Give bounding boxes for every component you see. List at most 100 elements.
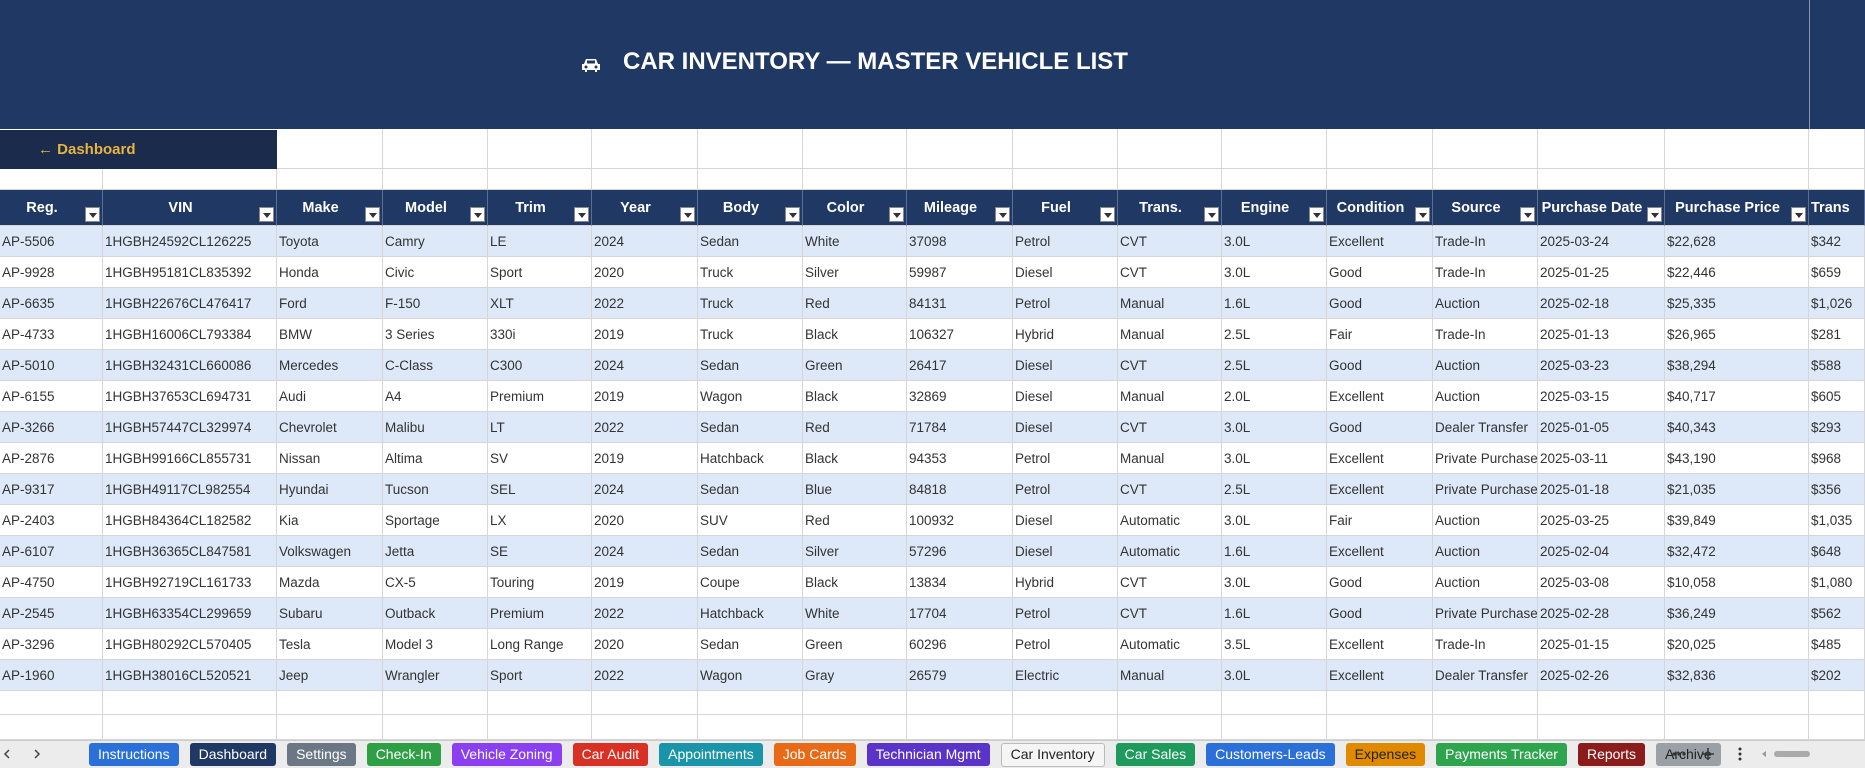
sheet-tab[interactable]: Car Inventory: [1000, 743, 1105, 767]
sheet-tabs-bar: Instructions Dashboard Settings Check-In Veh…: [0, 740, 1865, 768]
cell: SUV: [698, 505, 803, 536]
empty-cell: [698, 715, 803, 740]
empty-cell: [383, 715, 488, 740]
tab-nav-arrows[interactable]: [0, 741, 60, 767]
cell: Good: [1327, 288, 1433, 319]
filter-button[interactable]: [85, 207, 100, 222]
column-header: Purchase Date: [1538, 190, 1665, 226]
dashboard-link[interactable]: ← Dashboard: [0, 130, 277, 169]
cell: Automatic: [1118, 505, 1222, 536]
empty-cell: [277, 691, 383, 715]
cell: $202: [1809, 660, 1865, 691]
sheet-tab[interactable]: Vehicle Zoning: [451, 743, 562, 766]
tab-controls[interactable]: [1665, 741, 1845, 767]
cell: 2025-01-18: [1538, 474, 1665, 505]
cell: A4: [383, 381, 488, 412]
cell: Kia: [277, 505, 383, 536]
filter-button[interactable]: [785, 207, 800, 222]
cell: $562: [1809, 598, 1865, 629]
cell: Chevrolet: [277, 412, 383, 443]
empty-cell: [803, 691, 907, 715]
sheet-tab[interactable]: Payments Tracker: [1436, 743, 1567, 766]
cell: Model 3: [383, 629, 488, 660]
cell: 2025-02-26: [1538, 660, 1665, 691]
filter-button[interactable]: [1415, 207, 1430, 222]
cell: Nissan: [277, 443, 383, 474]
cell: Sedan: [698, 412, 803, 443]
cell: 2019: [592, 443, 698, 474]
sheet-tab[interactable]: Technician Mgmt: [866, 743, 990, 766]
sheet-tab[interactable]: Expenses: [1345, 743, 1426, 766]
cell: 1HGBH16006CL793384: [103, 319, 277, 350]
filter-button[interactable]: [680, 207, 695, 222]
empty-cell: [488, 169, 592, 190]
cell: 2025-03-24: [1538, 226, 1665, 257]
cell: 3.0L: [1222, 505, 1327, 536]
cell: 1HGBH95181CL835392: [103, 257, 277, 288]
empty-cell: [1327, 169, 1433, 190]
empty-cell: [277, 715, 383, 740]
cell: Gray: [803, 660, 907, 691]
cell: Fair: [1327, 319, 1433, 350]
cell: Premium: [488, 381, 592, 412]
filter-button[interactable]: [259, 207, 274, 222]
sheet-tab[interactable]: Appointments: [659, 743, 763, 766]
empty-cell: [488, 715, 592, 740]
cell: $1,035: [1809, 505, 1865, 536]
cell: 2025-03-25: [1538, 505, 1665, 536]
filter-button[interactable]: [1100, 207, 1115, 222]
sheet-tab[interactable]: Customers-Leads: [1206, 743, 1335, 766]
cell: Sedan: [698, 536, 803, 567]
sheet-tab[interactable]: Dashboard: [189, 743, 277, 766]
cell: 2.5L: [1222, 319, 1327, 350]
filter-button[interactable]: [574, 207, 589, 222]
empty-cell: [592, 691, 698, 715]
empty-cell: [1538, 129, 1665, 169]
filter-button[interactable]: [1647, 207, 1662, 222]
cell: Petrol: [1013, 226, 1118, 257]
sheet-tab[interactable]: Check-In: [366, 743, 441, 766]
sheet-tab[interactable]: Job Cards: [773, 743, 856, 766]
cell: Auction: [1433, 567, 1538, 598]
empty-cell: [698, 129, 803, 169]
sheet-tab[interactable]: Instructions: [89, 743, 179, 766]
cell: 2025-03-08: [1538, 567, 1665, 598]
empty-cell: [1665, 129, 1809, 169]
filter-button[interactable]: [470, 207, 485, 222]
cell: BMW: [277, 319, 383, 350]
cell: Private Purchase: [1433, 598, 1538, 629]
cell: SE: [488, 536, 592, 567]
sheet-tab[interactable]: Car Audit: [572, 743, 649, 766]
cell: Green: [803, 629, 907, 660]
column-header: Model: [383, 190, 488, 226]
cell: CVT: [1118, 474, 1222, 505]
cell: CVT: [1118, 257, 1222, 288]
cell: Green: [803, 350, 907, 381]
sheet-tab[interactable]: Car Sales: [1115, 743, 1196, 766]
cell: AP-4733: [0, 319, 103, 350]
cell: Good: [1327, 598, 1433, 629]
cell: Malibu: [383, 412, 488, 443]
cell: 100932: [907, 505, 1013, 536]
column-header: VIN: [103, 190, 277, 226]
cell: 1.6L: [1222, 536, 1327, 567]
cell: Good: [1327, 412, 1433, 443]
cell: $588: [1809, 350, 1865, 381]
filter-button[interactable]: [889, 207, 904, 222]
sheet-tab[interactable]: Reports: [1577, 743, 1645, 766]
separator: [1809, 0, 1810, 129]
cell: 26417: [907, 350, 1013, 381]
cell: $485: [1809, 629, 1865, 660]
filter-button[interactable]: [1309, 207, 1324, 222]
filter-button[interactable]: [1791, 207, 1806, 222]
sheet-tab[interactable]: Settings: [287, 743, 356, 766]
cell: 2025-03-23: [1538, 350, 1665, 381]
cell: Diesel: [1013, 350, 1118, 381]
filter-button[interactable]: [995, 207, 1010, 222]
empty-cell: [907, 691, 1013, 715]
filter-button[interactable]: [1520, 207, 1535, 222]
filter-button[interactable]: [1204, 207, 1219, 222]
sheet-tab[interactable]: Archive: [1655, 743, 1721, 766]
filter-button[interactable]: [365, 207, 380, 222]
cell: CVT: [1118, 412, 1222, 443]
